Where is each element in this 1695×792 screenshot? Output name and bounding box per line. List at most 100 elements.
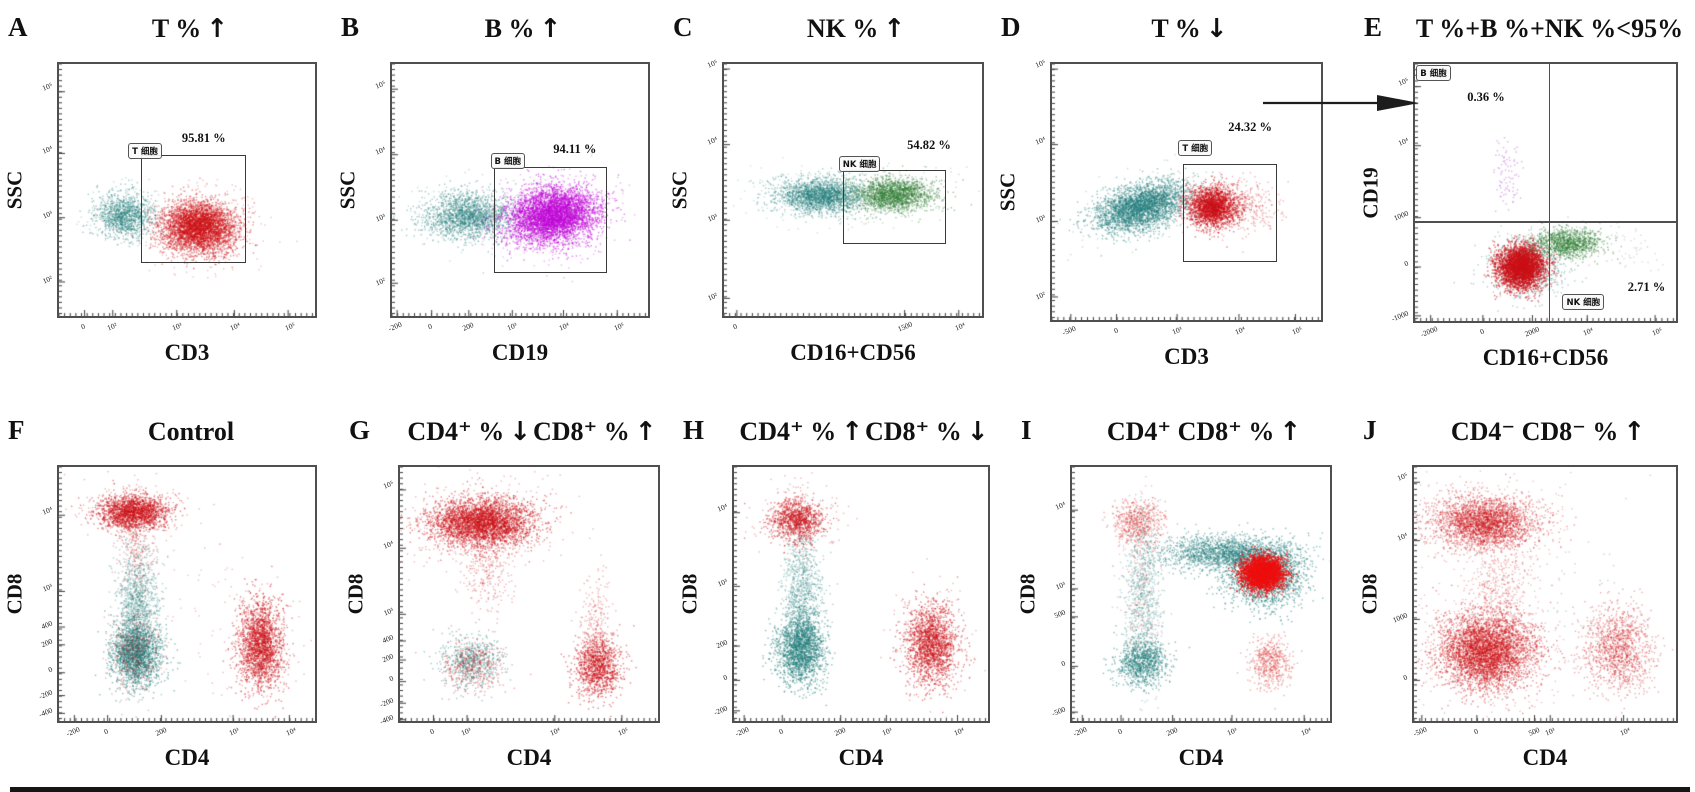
x-tick-label: 200	[154, 725, 168, 738]
panel-letter-H: H	[683, 415, 705, 445]
x-tick-label: 10²	[105, 320, 118, 333]
x-tick-label: 10⁵	[1290, 324, 1304, 337]
x-tick-label: -500	[1411, 724, 1429, 739]
panel-letter-I: I	[1021, 415, 1032, 445]
x-tick-label: 10⁵	[612, 320, 626, 333]
x-tick-label: 10³	[170, 320, 183, 333]
y-tick-label: 10⁴	[1396, 135, 1410, 148]
y-tick-label: 10²	[374, 275, 387, 288]
trend-up-arrow-icon: ↑	[883, 14, 906, 44]
x-axis-label-B: CD19	[491, 340, 549, 365]
x-tick-label: -200	[64, 724, 81, 739]
x-tick-label: 0	[79, 321, 87, 332]
y-tick-label: 10⁵	[373, 78, 387, 91]
gate-percentage: 95.81 %	[181, 130, 226, 145]
plot-area-B: B 细胞 94.11 %	[390, 62, 650, 318]
y-tick-label: 10⁴	[1395, 530, 1409, 543]
x-tick-label: 10⁴	[228, 320, 242, 333]
y-tick-label: 1000	[1391, 610, 1409, 625]
y-tick-label: 10³	[41, 581, 54, 594]
panel-letter-G: G	[349, 415, 371, 445]
y-axis-label-F: CD8	[2, 573, 27, 615]
x-axis-label-D: CD3	[1164, 344, 1209, 369]
x-tick-label: -200	[387, 319, 404, 334]
plot-area-C: NK 细胞 54.82 %	[722, 62, 984, 318]
y-tick-label: 0	[721, 672, 729, 683]
y-tick-label: 10⁴	[705, 134, 719, 147]
panel-title-H: CD4⁺ % ↑ CD8⁺ % ↓	[739, 413, 990, 449]
x-tick-label: -200	[1072, 724, 1089, 739]
trend-down-arrow-icon: ↓	[1205, 14, 1228, 44]
x-tick-label: 10³	[227, 725, 241, 738]
y-tick-label: 10³	[382, 605, 395, 618]
x-tick-label: 200	[1165, 725, 1180, 738]
gate-label: T 细胞	[1178, 139, 1213, 156]
x-tick-label: -200	[734, 724, 751, 739]
y-tick-label: 10²	[706, 290, 719, 303]
y-tick-label: 10⁵	[40, 80, 54, 93]
scatter-canvas-E	[1415, 64, 1676, 321]
panel-title-text: CD4⁻ CD8⁻ %	[1450, 417, 1619, 446]
y-tick-label: 400	[380, 632, 395, 645]
plot-area-F	[57, 465, 317, 723]
panel-title-G: CD4⁺ % ↓ CD8⁺ % ↑	[407, 413, 658, 449]
gate-rect	[1183, 163, 1278, 263]
y-tick-label: -200	[378, 695, 395, 710]
plot-area-G	[398, 465, 660, 723]
x-tick-label: 10⁴	[548, 725, 562, 738]
y-tick-label: 10⁴	[373, 144, 387, 157]
quadrant-gate-label: NK 细胞	[1562, 294, 1605, 310]
x-tick-label: 10⁴	[284, 725, 298, 738]
x-tick-label: 10⁴	[954, 320, 967, 333]
x-tick-label: 0	[1472, 726, 1480, 737]
scatter-canvas-F	[59, 467, 315, 721]
x-axis-label-F: CD4	[164, 745, 210, 770]
panel-title-text: CD8⁺ %	[865, 417, 962, 446]
panel-title-I: CD4⁺ CD8⁺ % ↑	[1107, 413, 1303, 449]
scatter-canvas-A	[59, 64, 315, 316]
y-tick-label: 0	[1402, 258, 1410, 269]
y-tick-label: 0	[387, 673, 395, 684]
panel-title-text: T %	[1151, 14, 1201, 43]
scatter-canvas-H	[734, 467, 988, 721]
y-tick-label: 10³	[1054, 579, 1067, 592]
x-tick-label: 2000	[1523, 324, 1541, 339]
scatter-canvas-J	[1414, 467, 1676, 721]
y-axis-label-G: CD8	[343, 573, 368, 615]
panel-title-C: NK % ↑	[807, 10, 907, 46]
x-tick-label: 0	[428, 726, 436, 737]
x-tick-label: 10³	[459, 725, 473, 738]
y-tick-label: 10³	[1034, 212, 1047, 225]
x-tick-label: 0	[731, 321, 739, 332]
x-tick-label: 10³	[1544, 725, 1557, 738]
gate-label: T 细胞	[128, 143, 162, 160]
panel-title-F: Control	[148, 413, 234, 449]
panel-title-text: CD8⁺ %	[533, 417, 630, 446]
panel-title-A: T % ↑	[152, 10, 230, 46]
x-tick-label: 200	[833, 725, 848, 738]
x-tick-label: 10⁵	[283, 320, 297, 333]
x-axis-label-H: CD4	[838, 745, 884, 770]
y-axis-label-E: CD19	[1358, 166, 1383, 219]
quadrant-line-horizontal	[1415, 221, 1676, 223]
panel-title-text: NK %	[806, 14, 879, 43]
gate-percentage: 54.82 %	[907, 138, 951, 153]
scatter-canvas-I	[1072, 467, 1330, 721]
plot-area-E: B 细胞 0.36 % NK 细胞 2.71 %	[1413, 62, 1678, 323]
panel-title-text: T %+B %+NK %<95%	[1415, 14, 1684, 43]
y-tick-label: 200	[714, 637, 729, 651]
x-tick-label: 10⁴	[1299, 725, 1313, 738]
x-axis-label-J: CD4	[1522, 745, 1568, 770]
y-tick-label: 10³	[41, 208, 54, 221]
x-tick-label: 10³	[505, 320, 519, 333]
trend-down-arrow-icon: ↓	[966, 417, 989, 447]
panel-title-text: CD4⁺ %	[739, 417, 837, 446]
y-tick-label: -400	[378, 712, 395, 726]
scatter-canvas-C	[724, 64, 982, 316]
x-tick-label: 10⁴	[1618, 725, 1632, 738]
x-tick-label: 0	[1116, 726, 1124, 737]
plot-area-I	[1070, 465, 1332, 723]
x-tick-label: 10⁵	[616, 725, 630, 738]
y-tick-label: 10⁴	[1053, 499, 1067, 512]
x-tick-label: 10⁴	[557, 320, 571, 333]
